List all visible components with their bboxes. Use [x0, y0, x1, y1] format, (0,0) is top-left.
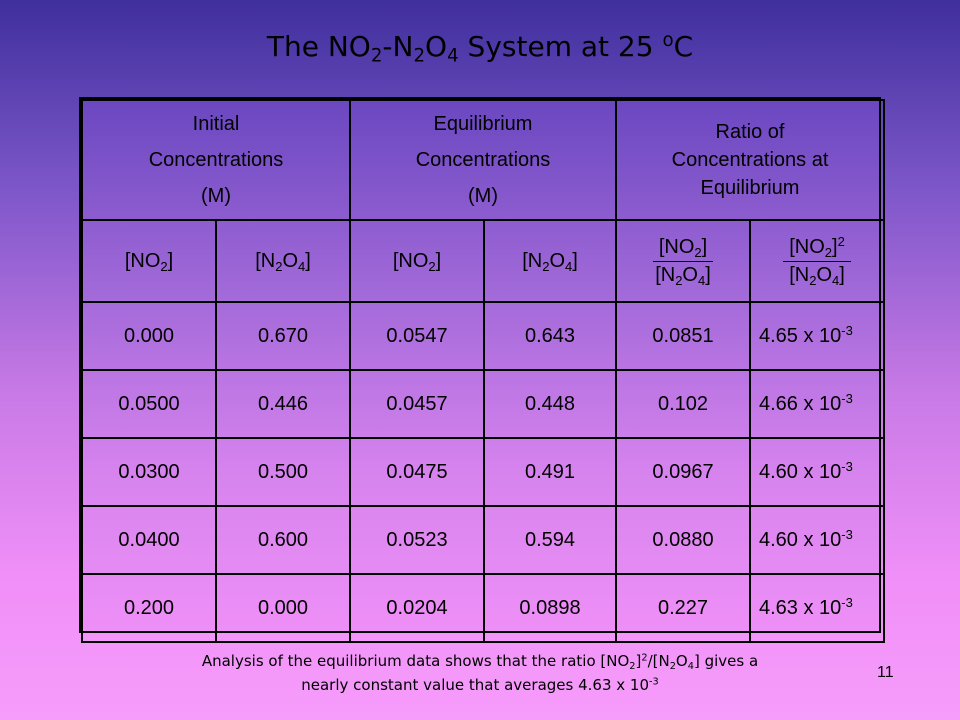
col-header-ratio-no2-squared-over-n2o4: [NO2]2 [N2O4]	[748, 219, 886, 303]
cell-ratio-2: 4.65 x 10-3	[748, 301, 886, 371]
header-equilibrium-concentrations: Equilibrium Concentrations (M)	[349, 99, 617, 221]
analysis-caption: Analysis of the equilibrium data shows t…	[70, 649, 890, 697]
col-header-initial-no2: [NO2]	[81, 219, 217, 303]
cell-ratio-1: 0.0880	[615, 505, 751, 575]
slide-title: The NO2-N2O4 System at 25 oC	[266, 30, 694, 67]
cell-equilibrium-no2: 0.0523	[349, 505, 485, 575]
cell-ratio-1: 0.0967	[615, 437, 751, 507]
cell-ratio-1: 0.227	[615, 573, 751, 643]
cell-equilibrium-no2: 0.0475	[349, 437, 485, 507]
table-row: 0.0400 0.600 0.0523 0.594 0.0880 4.60 x …	[81, 505, 886, 575]
cell-initial-n2o4: 0.000	[215, 573, 351, 643]
cell-equilibrium-no2: 0.0204	[349, 573, 485, 643]
cell-initial-no2: 0.0300	[81, 437, 217, 507]
cell-ratio-2: 4.66 x 10-3	[748, 369, 886, 439]
cell-ratio-2: 4.60 x 10-3	[748, 437, 886, 507]
cell-initial-n2o4: 0.500	[215, 437, 351, 507]
cell-equilibrium-n2o4: 0.594	[483, 505, 617, 575]
cell-initial-no2: 0.0500	[81, 369, 217, 439]
header-ratio-of-concentrations: Ratio of Concentrations at Equilibrium	[614, 99, 886, 221]
cell-ratio-2: 4.63 x 10-3	[748, 573, 886, 643]
col-header-ratio-no2-over-n2o4: [NO2] [N2O4]	[615, 219, 751, 303]
cell-ratio-1: 0.102	[615, 369, 751, 439]
caption-line-1: Analysis of the equilibrium data shows t…	[201, 652, 759, 672]
cell-initial-no2: 0.000	[81, 301, 217, 371]
cell-equilibrium-no2: 0.0457	[349, 369, 485, 439]
cell-equilibrium-n2o4: 0.643	[483, 301, 617, 371]
col-header-equilibrium-n2o4: [N2O4]	[483, 219, 617, 303]
cell-ratio-1: 0.0851	[615, 301, 751, 371]
table-row: 0.0300 0.500 0.0475 0.491 0.0967 4.60 x …	[81, 437, 886, 507]
cell-initial-no2: 0.0400	[81, 505, 217, 575]
header-initial-concentrations: Initial Concentrations (M)	[81, 99, 351, 221]
column-header-row: [NO2] [N2O4] [NO2] [N2O4] [NO2] [N2O4] […	[81, 219, 886, 303]
caption-line-2: nearly constant value that averages 4.63…	[301, 676, 659, 694]
cell-initial-no2: 0.200	[81, 573, 217, 643]
cell-equilibrium-no2: 0.0547	[349, 301, 485, 371]
cell-initial-n2o4: 0.600	[215, 505, 351, 575]
group-header-row: Initial Concentrations (M) Equilibrium C…	[81, 99, 886, 221]
table-row: 0.000 0.670 0.0547 0.643 0.0851 4.65 x 1…	[81, 301, 886, 371]
cell-equilibrium-n2o4: 0.491	[483, 437, 617, 507]
table-row: 0.0500 0.446 0.0457 0.448 0.102 4.66 x 1…	[81, 369, 886, 439]
col-header-initial-n2o4: [N2O4]	[215, 219, 351, 303]
page-number: 11	[877, 664, 894, 681]
cell-equilibrium-n2o4: 0.0898	[483, 573, 617, 643]
col-header-equilibrium-no2: [NO2]	[349, 219, 485, 303]
table-row: 0.200 0.000 0.0204 0.0898 0.227 4.63 x 1…	[81, 573, 886, 643]
cell-ratio-2: 4.60 x 10-3	[748, 505, 886, 575]
equilibrium-data-table: Initial Concentrations (M) Equilibrium C…	[79, 97, 886, 643]
cell-equilibrium-n2o4: 0.448	[483, 369, 617, 439]
cell-initial-n2o4: 0.670	[215, 301, 351, 371]
cell-initial-n2o4: 0.446	[215, 369, 351, 439]
